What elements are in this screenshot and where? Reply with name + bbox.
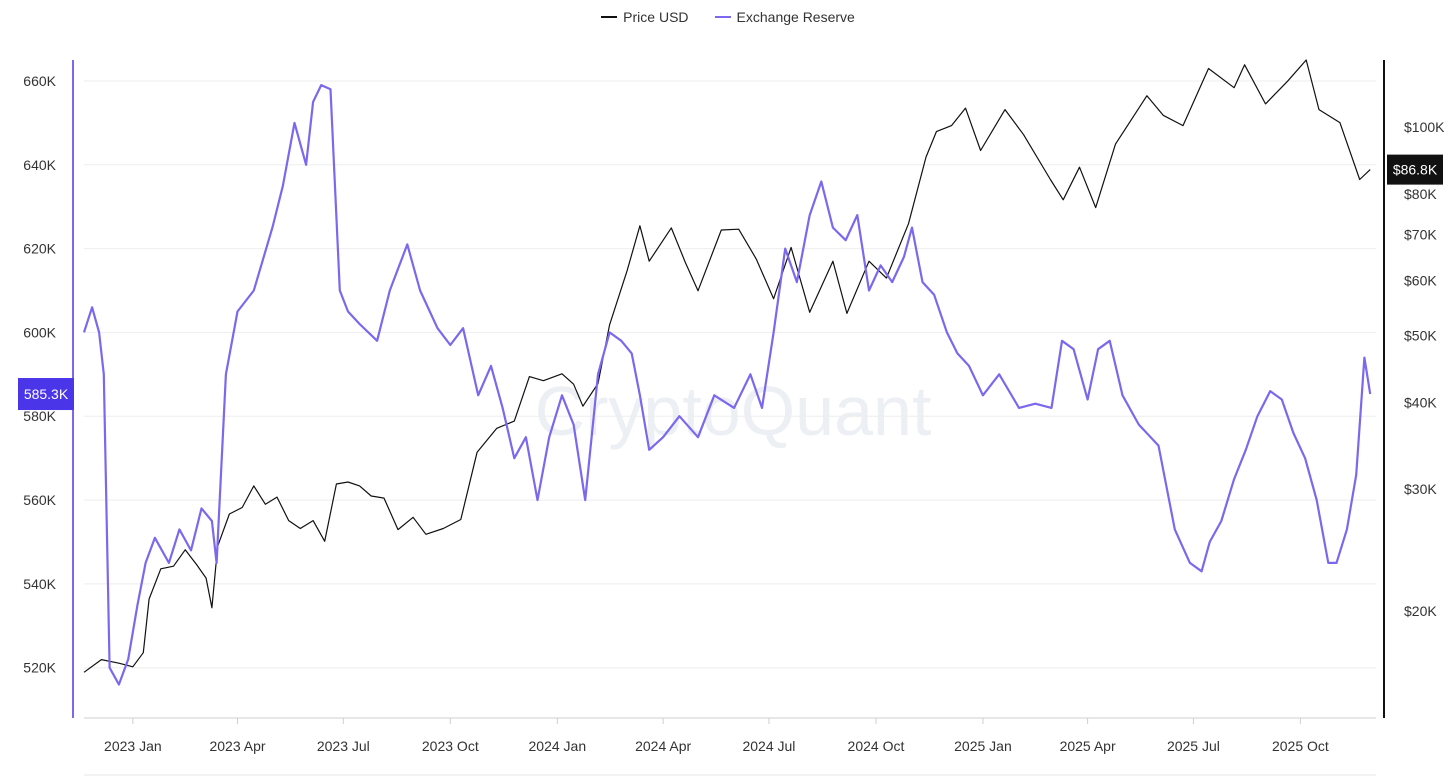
legend-price-label: Price USD [623,9,689,25]
x-tick-label: 2024 Jul [742,738,795,754]
price-value-label: $86.8K [1393,162,1438,178]
axes: 520K 540K 560K 580K 600K 620K 640K 660K $20K $30K… [23,60,1445,776]
y-right-tick-label: $70K [1404,226,1437,242]
y-left-tick-label: 640K [23,157,56,173]
price-usd-line [83,59,1371,673]
legend-item-price[interactable]: Price USD [601,9,689,25]
x-tick-label: 2024 Jan [529,738,587,754]
y-left-tick-label: 660K [23,73,56,89]
reserve-line-swatch [714,16,731,18]
x-tick-label: 2025 Jan [954,738,1012,754]
y-right-tick-label: $100K [1404,119,1445,135]
price-value-badge [1387,154,1443,185]
y-left-tick-label: 620K [23,241,56,257]
y-left-tick-label: 560K [23,492,56,508]
y-right-tick-label: $50K [1404,327,1437,343]
price-line-swatch [601,16,618,18]
reserve-value-badge [18,378,74,411]
value-badges: 585.3K $86.8K [18,154,1443,411]
legend-item-exchange-reserve[interactable]: Exchange Reserve [714,9,855,25]
legend-reserve-label: Exchange Reserve [736,9,855,25]
x-tick-label: 2023 Jan [104,738,162,754]
x-tick-label: 2024 Apr [635,738,691,754]
x-tick-label: 2024 Oct [848,738,905,754]
series-lines [82,59,1372,686]
y-right-tick-label: $40K [1404,394,1437,410]
watermark: CryptoQuant [535,372,932,450]
y-right-tick-label: $80K [1404,186,1437,202]
y-left-tick-label: 540K [23,576,56,592]
x-tick-label: 2025 Apr [1060,738,1116,754]
y-left-tick-label: 600K [23,324,56,340]
y-left-tick-label: 520K [23,660,56,676]
gridlines [84,80,1376,669]
y-right-tick-label: $30K [1404,481,1437,497]
x-tick-label: 2023 Oct [422,738,479,754]
chart-legend: Price USD Exchange Reserve [0,9,1456,25]
x-tick-label: 2023 Apr [209,738,265,754]
y-left-tick-label: 580K [23,408,56,424]
x-tick-label: 2025 Jul [1167,738,1220,754]
x-tick-label: 2025 Oct [1272,738,1329,754]
y-right-tick-label: $20K [1404,603,1437,619]
y-right-tick-label: $60K [1404,273,1437,289]
reserve-value-label: 585.3K [24,386,69,402]
x-tick-label: 2023 Jul [317,738,370,754]
exchange-reserve-line [82,83,1372,686]
